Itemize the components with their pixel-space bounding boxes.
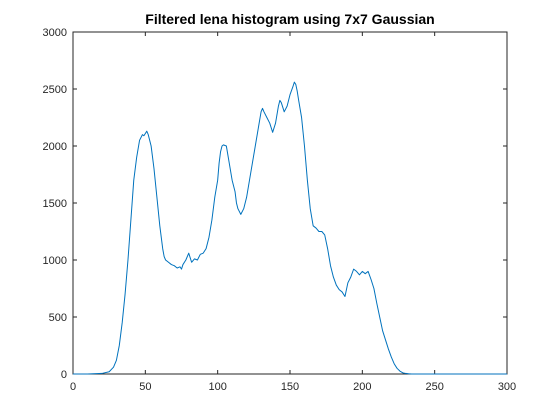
y-tick-label: 3000 [43, 27, 67, 39]
y-axis-ticks: 0 500 1000 1500 2000 2500 3000 [43, 27, 507, 381]
chart-title: Filtered lena histogram using 7x7 Gaussi… [145, 11, 434, 27]
y-tick-label: 2000 [43, 141, 67, 153]
x-tick-label: 200 [353, 381, 371, 393]
x-tick-label: 250 [425, 381, 443, 393]
y-tick-label: 1500 [43, 198, 67, 210]
y-tick-label: 1000 [43, 255, 67, 267]
y-tick-label: 2500 [43, 84, 67, 96]
x-tick-label: 150 [281, 381, 299, 393]
x-tick-label: 50 [139, 381, 151, 393]
x-axis-ticks: 0 50 100 150 200 250 300 [70, 32, 516, 393]
y-tick-label: 500 [49, 312, 67, 324]
x-tick-label: 0 [70, 381, 76, 393]
y-tick-label: 0 [61, 369, 67, 381]
histogram-line [73, 81, 507, 375]
x-tick-label: 300 [498, 381, 516, 393]
plot-area [73, 81, 507, 375]
x-tick-label: 100 [208, 381, 226, 393]
